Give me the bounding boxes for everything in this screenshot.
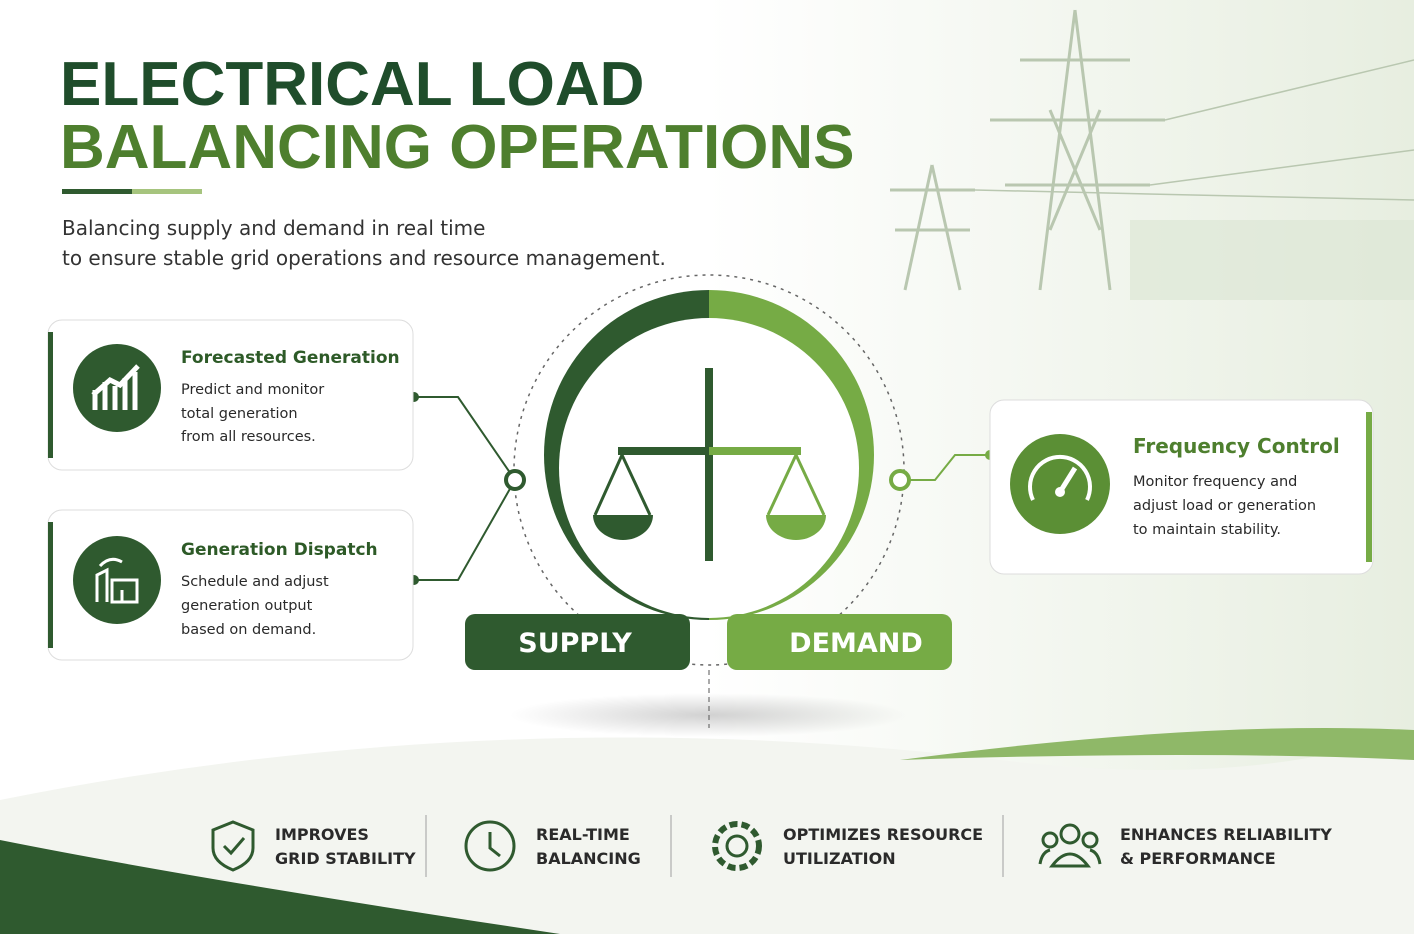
benefit-icons <box>211 820 1102 872</box>
card-title: Forecasted Generation <box>181 348 400 368</box>
subtitle-line: to ensure stable grid operations and res… <box>62 246 666 270</box>
card-line: Monitor frequency and <box>1133 474 1297 490</box>
wave-band <box>0 730 1414 934</box>
title-line: ELECTRICAL LOAD <box>60 50 644 119</box>
accent-bar <box>62 189 132 194</box>
supply-tab <box>465 614 690 670</box>
card-line: total generation <box>181 406 298 422</box>
card-title: Frequency Control <box>1133 434 1340 458</box>
benefit-line: UTILIZATION <box>783 849 896 868</box>
supply-label: SUPPLY <box>518 628 632 659</box>
card-line: adjust load or generation <box>1133 498 1316 514</box>
card-line: from all resources. <box>181 429 316 445</box>
separators <box>425 815 1004 877</box>
demand-tab <box>727 614 952 670</box>
subtitle-line: Balancing supply and demand in real time <box>62 216 485 240</box>
title-line: BALANCING OPERATIONS <box>60 113 855 182</box>
card-title: Generation Dispatch <box>181 540 378 560</box>
card-line: to maintain stability. <box>1133 522 1281 538</box>
card: Frequency Control Monitor frequency and … <box>989 399 1374 575</box>
benefit-line: BALANCING <box>536 849 641 868</box>
benefit-line: OPTIMIZES RESOURCE <box>783 825 983 844</box>
benefit-line: ENHANCES RELIABILITY <box>1120 825 1332 844</box>
tree-line <box>1130 220 1414 300</box>
card-accent <box>1366 412 1372 562</box>
card-accent <box>48 332 53 458</box>
benefit-line: IMPROVES <box>275 825 369 844</box>
card-accent <box>48 522 53 648</box>
card: Forecasted Generation Predict and monito… <box>47 319 414 471</box>
card-line: Predict and monitor <box>181 382 324 398</box>
wave-light <box>900 728 1414 760</box>
wave-dark <box>0 840 560 934</box>
towers <box>890 9 1414 291</box>
benefit-line: GRID STABILITY <box>275 849 416 868</box>
card-line: based on demand. <box>181 622 316 638</box>
connectors <box>414 396 990 581</box>
benefit-line: REAL-TIME <box>536 825 630 844</box>
card-line: generation output <box>181 598 313 614</box>
benefit-line: & PERFORMANCE <box>1120 849 1276 868</box>
card-line: Schedule and adjust <box>181 574 329 590</box>
node <box>504 469 526 491</box>
accent-bar <box>132 189 202 194</box>
demand-label: DEMAND <box>789 628 923 659</box>
scale-icon <box>593 368 826 561</box>
node <box>889 469 911 491</box>
card: Generation Dispatch Schedule and adjust … <box>47 509 414 661</box>
card-icon <box>1010 434 1110 534</box>
